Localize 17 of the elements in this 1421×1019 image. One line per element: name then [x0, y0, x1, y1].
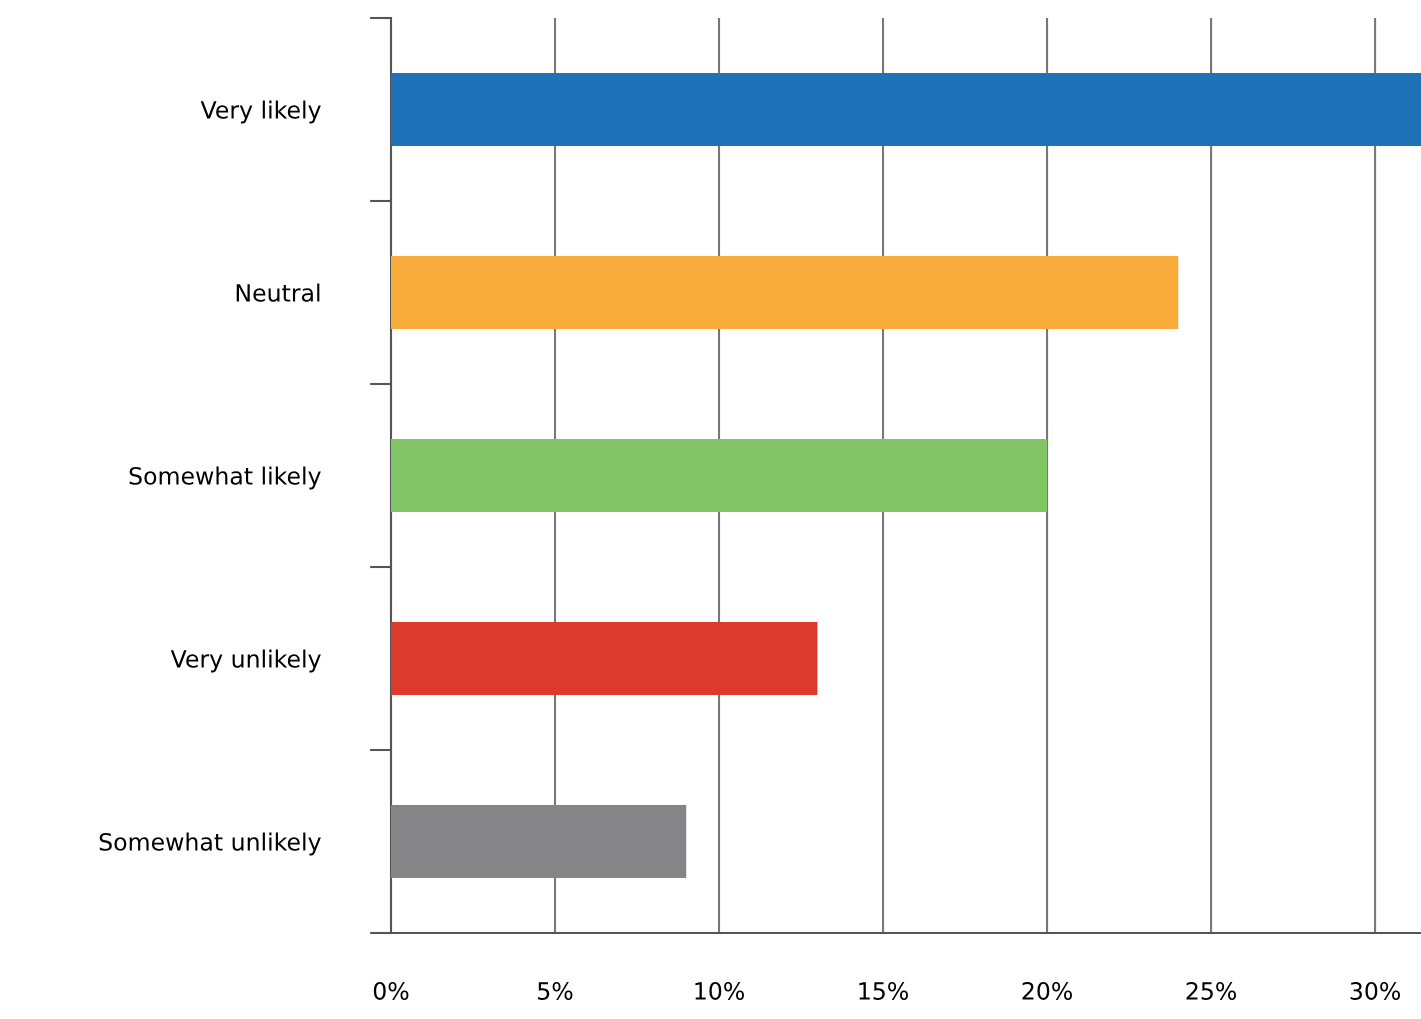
y-tick-label: Very likely	[200, 100, 321, 124]
x-tick-label: 20%	[1022, 982, 1072, 1000]
y-tick-label: Somewhat unlikely	[99, 832, 321, 856]
y-tick-label: Somewhat likely	[129, 466, 321, 490]
x-tick-label: 30%	[1350, 982, 1401, 1000]
x-tick-label: 15%	[859, 982, 908, 1000]
x-tick-label: 25%	[1186, 982, 1236, 1000]
bar	[391, 804, 687, 879]
bar	[391, 438, 1048, 513]
bar	[391, 255, 1179, 330]
x-tick-label: 0%	[373, 982, 409, 1000]
y-tick-label: Neutral	[236, 283, 320, 302]
y-tick-label: Very unlikely	[170, 649, 321, 673]
x-tick-label: 10%	[695, 982, 744, 1000]
bar	[391, 72, 1421, 147]
bar	[391, 621, 818, 696]
x-tick-label: 5%	[538, 982, 573, 1000]
